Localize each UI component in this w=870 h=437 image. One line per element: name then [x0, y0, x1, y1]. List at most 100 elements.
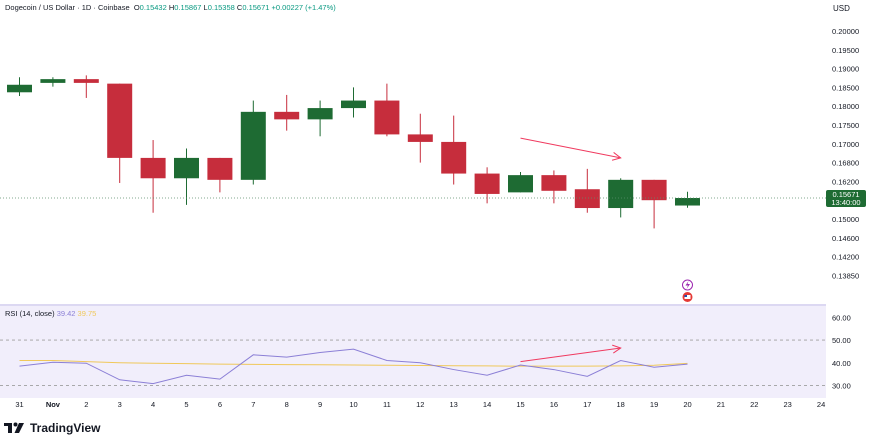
x-tick-label: 16: [550, 400, 558, 409]
low-label: L: [203, 3, 208, 12]
candle-body: [307, 108, 333, 120]
x-tick-label: 21: [717, 400, 725, 409]
high-label: H: [168, 3, 175, 12]
x-tick-label: 8: [285, 400, 289, 409]
candle-body: [675, 198, 700, 206]
x-tick-label: Nov: [46, 400, 61, 409]
candle-body: [374, 100, 400, 135]
candle-body: [73, 79, 99, 83]
x-tick-label: 18: [617, 400, 625, 409]
rsi-legend-value: 39.42: [57, 309, 78, 318]
candle: [207, 157, 233, 193]
x-tick-label: 23: [784, 400, 792, 409]
candle: [441, 115, 467, 185]
price-tick-label: 0.17000: [832, 140, 859, 149]
price-tick-label: 0.16800: [832, 159, 859, 168]
currency-label: USD: [833, 4, 850, 13]
x-tick-label: 13: [450, 400, 458, 409]
candle: [341, 87, 366, 118]
rsi-legend: RSI (14, close) 39.42 39.75: [5, 309, 96, 318]
price-tick-label: 0.19500: [832, 46, 859, 55]
price-tick-label: 0.18000: [832, 102, 859, 111]
flag-event-icon: [682, 292, 693, 302]
open-label: O: [133, 3, 140, 12]
candle-body: [407, 134, 433, 142]
candle: [73, 75, 99, 98]
x-tick-label: 15: [516, 400, 524, 409]
rsi-tick-label: 50.00: [832, 336, 851, 345]
x-tick-label: 2: [84, 400, 88, 409]
x-tick-label: 14: [483, 400, 491, 409]
candle: [140, 140, 166, 213]
ohlc-legend: Dogecoin / US Dollar · 1D · Coinbase O0.…: [5, 3, 336, 12]
x-tick-label: 6: [218, 400, 222, 409]
x-tick-label: 5: [184, 400, 188, 409]
candle: [641, 179, 667, 229]
rsi-tick-label: 40.00: [832, 359, 851, 368]
price-marker-value: 0.15671: [832, 190, 859, 199]
price-marker-box: [826, 189, 866, 207]
tradingview-icon: [4, 422, 24, 433]
price-tick-label: 0.15000: [832, 215, 859, 224]
rsi-series-line: [19, 348, 688, 385]
candle: [608, 178, 634, 218]
flag-icon-canton: [684, 295, 687, 297]
price-tick-label: 0.18500: [832, 83, 859, 92]
candle-body: [441, 141, 467, 174]
candle-body: [474, 173, 500, 194]
close-label: C: [236, 3, 243, 12]
candle: [240, 100, 266, 185]
candle-body: [508, 175, 533, 193]
x-tick-label: 7: [251, 400, 255, 409]
price-tick-label: 0.17500: [832, 121, 859, 130]
price-tick-label: 0.19000: [832, 65, 859, 74]
open-value: 0.15432: [139, 3, 167, 12]
candle: [107, 83, 133, 183]
candle: [7, 77, 32, 97]
x-tick-label: 11: [383, 400, 391, 409]
brand-name: TradingView: [30, 421, 101, 435]
x-tick-label: 10: [349, 400, 357, 409]
price-tick-label: 0.13850: [832, 271, 859, 280]
x-tick-label: 24: [817, 400, 825, 409]
x-tick-label: 4: [151, 400, 155, 409]
price-tick-label: 0.14600: [832, 234, 859, 243]
candle: [474, 167, 500, 204]
price-tick-label: 0.14200: [832, 253, 859, 262]
price-marker-countdown: 13:40:00: [831, 198, 860, 207]
rsi-tick-label: 30.00: [832, 381, 851, 390]
candle-body: [7, 84, 32, 93]
rsi-ma-legend-value: 39.75: [78, 309, 97, 318]
rsi-ma-series-line: [19, 359, 688, 367]
candle: [508, 172, 533, 193]
price-tick-label: 0.20000: [832, 27, 859, 36]
rsi-tick-label: 60.00: [832, 313, 851, 322]
x-tick-label: 12: [416, 400, 424, 409]
x-tick-label: 3: [118, 400, 122, 409]
x-tick-label: 31: [15, 400, 23, 409]
candle: [40, 77, 66, 87]
price-trend-arrow-head: [611, 152, 622, 161]
price-trend-arrow-line: [520, 137, 621, 159]
candle-body: [541, 175, 567, 191]
candle: [675, 191, 700, 208]
candle-body: [341, 100, 366, 109]
candle-body: [174, 157, 199, 179]
candle-body: [274, 111, 300, 120]
x-tick-label: 20: [683, 400, 691, 409]
rsi-legend-title: RSI (14, close): [5, 309, 57, 318]
candle: [541, 170, 567, 204]
candle-body: [140, 157, 166, 179]
tradingview-logo: TradingView: [4, 421, 100, 435]
candle: [174, 148, 199, 205]
candle-body: [40, 79, 66, 83]
x-tick-label: 19: [650, 400, 658, 409]
rsi-trend-arrow-head: [612, 344, 622, 354]
candle: [407, 113, 433, 163]
lightning-icon-bolt: [685, 281, 690, 289]
candle: [307, 100, 333, 137]
flag-icon-stripe: [684, 295, 691, 299]
candle: [274, 94, 300, 131]
